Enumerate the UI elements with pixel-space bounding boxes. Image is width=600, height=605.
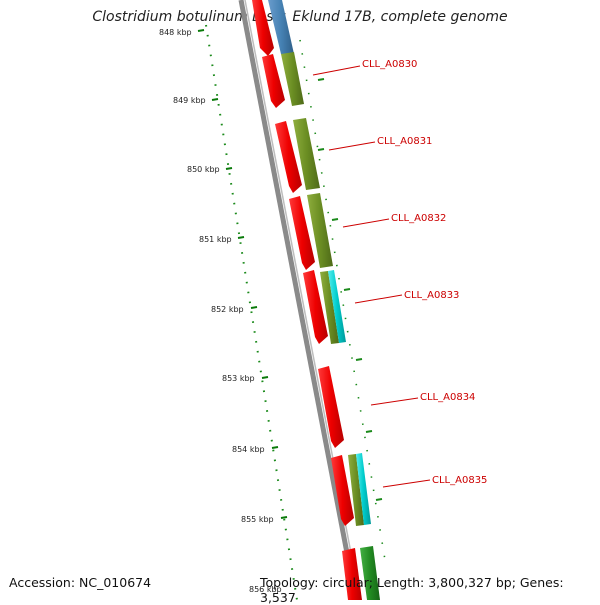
cds-features (252, 0, 362, 600)
label-leader (328, 141, 376, 151)
outer-mark (317, 148, 325, 151)
scale-label: 852 kbp (211, 305, 244, 314)
topology-text: Topology: circular; Length: 3,800,327 bp… (260, 575, 564, 605)
gene-label[interactable]: CLL_A0830 (362, 59, 417, 70)
outer-mark (375, 498, 383, 501)
label-leader (312, 65, 361, 76)
scale-label: 853 kbp (222, 374, 255, 383)
label-leader (342, 218, 390, 228)
gene-label[interactable]: CLL_A0832 (391, 213, 446, 224)
gene-label[interactable]: CLL_A0833 (404, 290, 459, 301)
cds-feature (318, 366, 344, 448)
scale-tick (280, 516, 288, 519)
olive-feature (348, 454, 364, 526)
scale-tick (225, 167, 233, 170)
label-leader (370, 397, 419, 406)
blue-feature (268, 0, 294, 54)
olive-feature (320, 271, 339, 344)
genome-backbone (238, 0, 359, 600)
scale-label: 856 kbp (249, 585, 282, 594)
accession-text: Accession: NC_010674 (9, 575, 152, 590)
cds-feature (342, 548, 362, 600)
cds-feature (275, 121, 302, 193)
label-leader (354, 294, 403, 304)
outer-mark (355, 358, 363, 361)
olive-feature (307, 193, 333, 268)
scale-label: 855 kbp (241, 515, 274, 524)
cds-feature (303, 270, 328, 344)
cds-feature (252, 0, 274, 56)
scale-label: 848 kbp (159, 28, 192, 37)
green-feature (360, 546, 380, 600)
outer-mark (317, 78, 325, 81)
cds-feature (331, 455, 354, 526)
scale-label: 850 kbp (187, 165, 220, 174)
scale-track (205, 24, 298, 600)
gene-label[interactable]: CLL_A0834 (420, 392, 475, 403)
gene-label[interactable]: CLL_A0831 (377, 136, 432, 147)
olive-feature (281, 52, 304, 106)
gene-label[interactable]: CLL_A0835 (432, 475, 487, 486)
label-leader (382, 479, 431, 488)
functional-features (268, 0, 380, 600)
olive-feature (293, 118, 320, 190)
outer-mark (365, 430, 373, 433)
cds-feature (262, 54, 285, 108)
scale-tick (237, 236, 245, 239)
scale-labels: 848 kbp 849 kbp 850 kbp 851 kbp 852 kbp … (159, 28, 282, 594)
scale-tick (197, 29, 205, 32)
scale-tick (211, 98, 219, 101)
scale-label: 851 kbp (199, 235, 232, 244)
map-title: Clostridium botulinum B str. Eklund 17B,… (92, 9, 508, 25)
scale-tick (271, 446, 279, 449)
cyan-feature (356, 453, 371, 525)
scale-tick (250, 306, 258, 309)
gene-labels: CLL_A0830 CLL_A0831 CLL_A0832 CLL_A0833 … (362, 59, 487, 486)
cyan-feature (328, 270, 346, 343)
scale-label: 849 kbp (173, 96, 206, 105)
outer-track-marks (317, 78, 383, 501)
scale-ticks (197, 29, 288, 519)
scale-label: 854 kbp (232, 445, 265, 454)
outer-mark (343, 288, 351, 291)
outer-mark (331, 218, 339, 221)
scale-tick (261, 376, 269, 379)
label-leaders (312, 65, 431, 488)
cds-feature (289, 196, 315, 270)
